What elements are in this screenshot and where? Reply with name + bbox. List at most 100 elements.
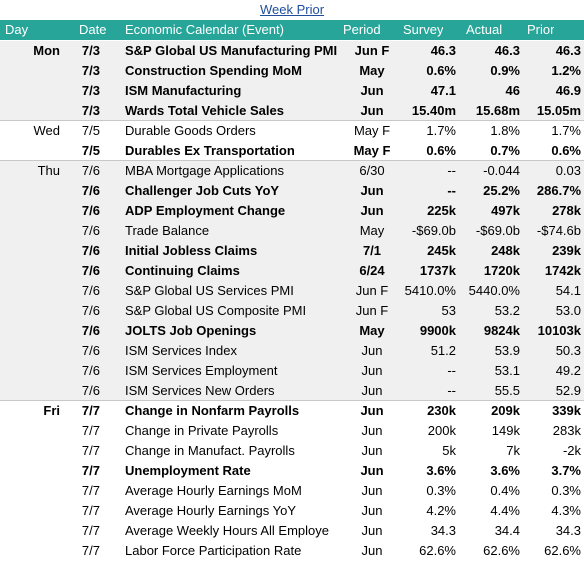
prior-cell: 239k bbox=[552, 243, 581, 258]
actual-cell: 248k bbox=[491, 243, 520, 258]
date-cell: 7/6 bbox=[81, 203, 100, 218]
survey-cell: 245k bbox=[427, 243, 456, 258]
table-row: 7/6 ISM Services Index Jun 51.2 53.9 50.3 bbox=[0, 341, 584, 361]
actual-cell: 497k bbox=[491, 203, 520, 218]
period-cell: 6/24 bbox=[359, 263, 385, 278]
survey-cell: 3.6% bbox=[426, 463, 456, 478]
event-cell: Wards Total Vehicle Sales bbox=[125, 103, 284, 118]
prior-cell: 10103k bbox=[537, 323, 581, 338]
event-cell: Durable Goods Orders bbox=[125, 123, 256, 138]
table-row: 7/6 ADP Employment Change Jun 225k 497k 278k bbox=[0, 201, 584, 221]
prior-cell: 50.3 bbox=[555, 343, 581, 358]
table-row: 7/6 S&P Global US Services PMI Jun F 5410.0… bbox=[0, 281, 584, 301]
date-cell: 7/6 bbox=[81, 303, 100, 318]
event-cell: MBA Mortgage Applications bbox=[125, 163, 284, 178]
period-cell: Jun bbox=[360, 463, 384, 478]
period-cell: May F bbox=[353, 123, 391, 138]
actual-cell: 46.3 bbox=[494, 43, 520, 58]
prior-cell: 1742k bbox=[544, 263, 581, 278]
event-cell: ADP Employment Change bbox=[125, 203, 286, 218]
date-cell: 7/7 bbox=[81, 443, 100, 458]
table-row: 7/6 ISM Services New Orders Jun -- 55.5 52.9 bbox=[0, 381, 584, 401]
survey-cell: 46.3 bbox=[430, 43, 456, 58]
date-cell: 7/3 bbox=[81, 63, 100, 78]
event-cell: Change in Manufact. Payrolls bbox=[125, 443, 295, 458]
period-cell: Jun bbox=[361, 503, 383, 518]
period-cell: May bbox=[359, 223, 385, 238]
table-row: 7/3 Wards Total Vehicle Sales Jun 15.40m 15.… bbox=[0, 101, 584, 121]
prior-cell: 62.6% bbox=[544, 543, 581, 558]
actual-cell: 15.68m bbox=[475, 103, 520, 118]
prior-cell: 278k bbox=[552, 203, 581, 218]
table-row: Mon 7/3 S&P Global US Manufacturing PMI Jun… bbox=[0, 41, 584, 61]
date-cell: 7/7 bbox=[81, 523, 100, 538]
date-cell: 7/7 bbox=[81, 463, 100, 478]
event-cell: S&P Global US Services PMI bbox=[125, 283, 294, 298]
actual-cell: 62.6% bbox=[483, 543, 520, 558]
date-cell: 7/3 bbox=[81, 43, 100, 58]
event-cell: Challenger Job Cuts YoY bbox=[125, 183, 280, 198]
actual-cell: 149k bbox=[491, 423, 520, 438]
date-cell: 7/7 bbox=[81, 543, 100, 558]
event-cell: Average Hourly Earnings MoM bbox=[125, 483, 302, 498]
prior-cell: 46.3 bbox=[555, 43, 581, 58]
table-row: 7/6 Continuing Claims 6/24 1737k 1720k 1742k bbox=[0, 261, 584, 281]
actual-cell: 34.4 bbox=[494, 523, 520, 538]
table-row: 7/3 Construction Spending MoM May 0.6% 0.9% 1… bbox=[0, 61, 584, 81]
prior-cell: -2k bbox=[562, 443, 581, 458]
table-row: 7/7 Average Hourly Earnings YoY Jun 4.2% 4.4… bbox=[0, 501, 584, 521]
date-cell: 7/5 bbox=[81, 123, 100, 138]
day-cell: Wed bbox=[33, 123, 61, 138]
survey-cell: -- bbox=[447, 163, 456, 178]
event-cell: ISM Services Employment bbox=[125, 363, 278, 378]
table-row: 7/7 Unemployment Rate Jun 3.6% 3.6% 3.7% bbox=[0, 461, 584, 481]
prior-cell: 0.3% bbox=[551, 483, 581, 498]
actual-cell: 53.9 bbox=[494, 343, 520, 358]
prior-cell: 53.0 bbox=[555, 303, 581, 318]
header-cell: Economic Calendar (Event) bbox=[125, 22, 284, 37]
header-cell: Date bbox=[79, 22, 107, 37]
group-separator bbox=[0, 400, 584, 401]
date-cell: 7/7 bbox=[81, 483, 100, 498]
table-row: 7/7 Average Weekly Hours All Employe Jun 34… bbox=[0, 521, 584, 541]
table-title: Week Prior bbox=[259, 2, 325, 17]
date-cell: 7/6 bbox=[81, 383, 100, 398]
survey-cell: 34.3 bbox=[430, 523, 456, 538]
prior-cell: 286.7% bbox=[536, 183, 581, 198]
date-cell: 7/6 bbox=[81, 343, 100, 358]
prior-cell: 34.3 bbox=[555, 523, 581, 538]
survey-cell: 0.6% bbox=[426, 63, 456, 78]
event-cell: Continuing Claims bbox=[125, 263, 240, 278]
survey-cell: 200k bbox=[427, 423, 456, 438]
actual-cell: 53.2 bbox=[494, 303, 520, 318]
survey-cell: 230k bbox=[427, 403, 456, 418]
actual-cell: 7k bbox=[506, 443, 520, 458]
actual-cell: -0.044 bbox=[483, 163, 520, 178]
survey-cell: -- bbox=[447, 183, 456, 198]
prior-cell: 1.7% bbox=[551, 123, 581, 138]
header-cell: Period bbox=[343, 22, 381, 37]
event-cell: JOLTS Job Openings bbox=[125, 323, 257, 338]
date-cell: 7/7 bbox=[81, 423, 100, 438]
prior-cell: 4.3% bbox=[551, 503, 581, 518]
survey-cell: -$69.0b bbox=[411, 223, 456, 238]
prior-cell: 54.1 bbox=[555, 283, 581, 298]
actual-cell: -$69.0b bbox=[475, 223, 520, 238]
period-cell: Jun bbox=[361, 443, 383, 458]
period-cell: Jun F bbox=[355, 283, 389, 298]
date-cell: 7/6 bbox=[81, 183, 100, 198]
period-cell: May F bbox=[353, 143, 391, 158]
table-row: 7/6 Trade Balance May -$69.0b -$69.0b -$74.6b bbox=[0, 221, 584, 241]
table-row: 7/7 Change in Private Payrolls Jun 200k 149k… bbox=[0, 421, 584, 441]
date-cell: 7/7 bbox=[81, 403, 100, 418]
prior-cell: 283k bbox=[552, 423, 581, 438]
date-cell: 7/5 bbox=[81, 143, 100, 158]
prior-cell: 3.7% bbox=[551, 463, 581, 478]
survey-cell: 5k bbox=[442, 443, 456, 458]
day-cell: Thu bbox=[37, 163, 60, 178]
period-cell: Jun bbox=[361, 543, 383, 558]
prior-cell: 1.2% bbox=[551, 63, 581, 78]
event-cell: Labor Force Participation Rate bbox=[125, 543, 302, 558]
period-cell: Jun bbox=[361, 423, 383, 438]
period-cell: Jun bbox=[360, 103, 384, 118]
